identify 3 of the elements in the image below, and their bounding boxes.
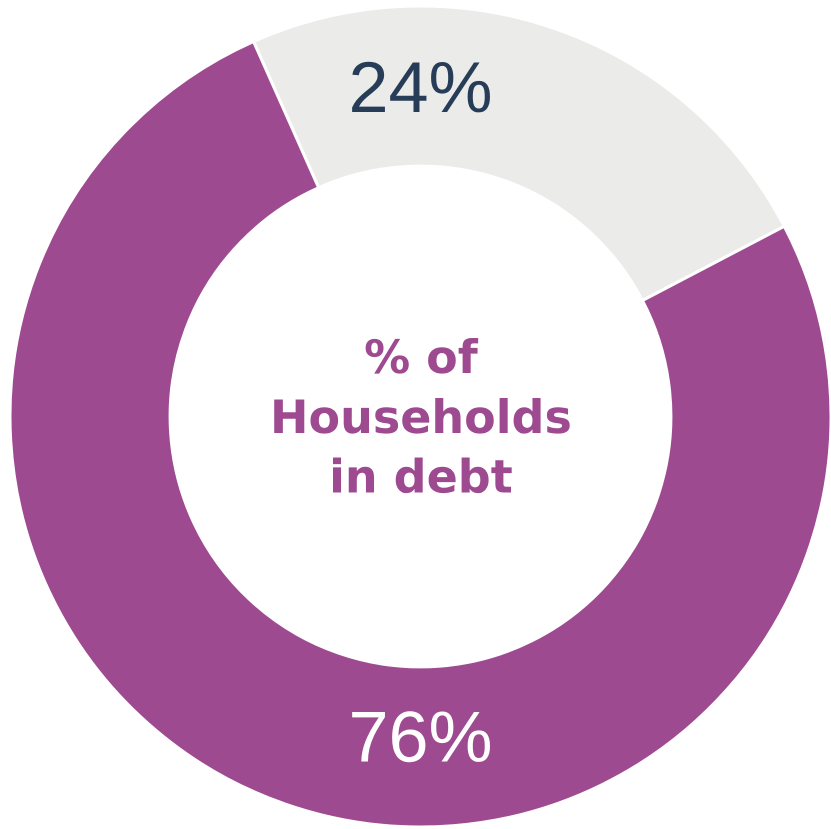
- data-label: 76%: [348, 697, 493, 778]
- data-label: 24%: [348, 48, 493, 128]
- text: % of Households in debt: [270, 330, 572, 504]
